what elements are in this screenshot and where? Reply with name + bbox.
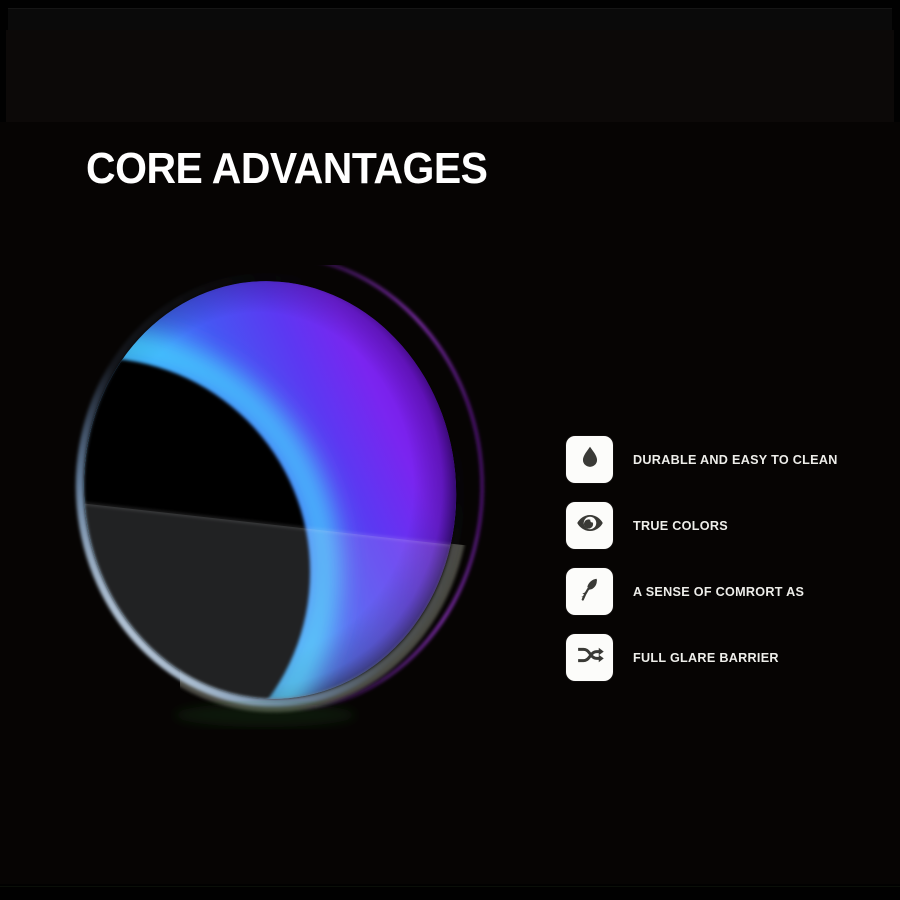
header-panel: [6, 30, 894, 122]
lens-photo: [50, 253, 520, 735]
feature-tile: [566, 634, 613, 681]
feature-row-true-colors: TRUE COLORS: [566, 502, 844, 549]
feather-icon: [576, 575, 604, 608]
feature-tile: [566, 502, 613, 549]
feature-row-durable: DURABLE AND EASY TO CLEAN: [566, 436, 844, 483]
lens-rim-highlight: [75, 273, 465, 707]
water-drop-icon: [577, 444, 603, 475]
feature-label: TRUE COLORS: [633, 518, 728, 533]
feature-label: DURABLE AND EASY TO CLEAN: [633, 452, 838, 467]
lens-under-glow: [175, 703, 355, 727]
shuffle-icon: [575, 640, 605, 675]
feature-tile: [566, 436, 613, 483]
feature-row-glare: FULL GLARE BARRIER: [566, 634, 844, 681]
feature-list: DURABLE AND EASY TO CLEAN TRUE COLORS: [566, 436, 844, 681]
lens-graphic: [66, 253, 484, 727]
page-title: CORE ADVANTAGES: [86, 144, 488, 193]
feature-tile: [566, 568, 613, 615]
bottom-seam: [0, 886, 900, 887]
feature-row-comfort: A SENSE OF COMRORT AS: [566, 568, 844, 615]
lens-face: [66, 265, 474, 715]
feature-label: A SENSE OF COMRORT AS: [633, 584, 805, 599]
top-strip: [8, 8, 892, 32]
eye-icon: [575, 508, 605, 543]
feature-label: FULL GLARE BARRIER: [633, 650, 779, 665]
